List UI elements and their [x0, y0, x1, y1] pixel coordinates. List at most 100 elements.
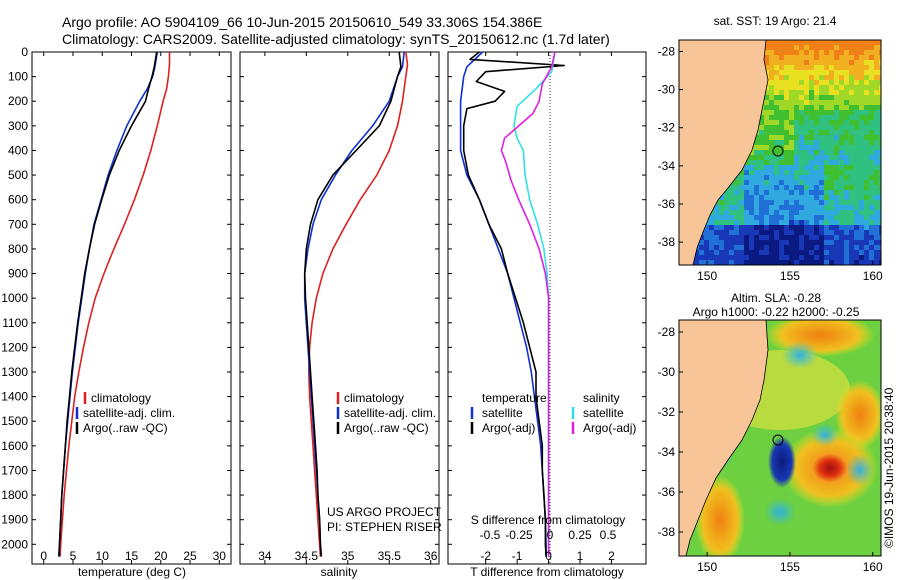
sst-pixel	[759, 125, 764, 130]
sst-pixel	[854, 60, 859, 65]
sst-pixel	[739, 175, 744, 180]
sst-pixel	[734, 225, 739, 230]
sst-pixel	[824, 230, 829, 235]
sst-pixel	[804, 225, 809, 230]
sst-pixel	[754, 220, 759, 225]
sst-pixel	[839, 160, 844, 165]
sst-pixel	[804, 60, 809, 65]
sst-pixel	[814, 130, 819, 135]
sst-pixel	[764, 140, 769, 145]
sst-pixel	[869, 240, 874, 245]
sst-pixel	[844, 240, 849, 245]
sst-pixel	[744, 170, 749, 175]
sst-pixel	[819, 225, 824, 230]
sst-pixel	[804, 150, 809, 155]
sst-pixel	[789, 95, 794, 100]
sst-pixel	[834, 160, 839, 165]
sst-pixel	[809, 215, 814, 220]
sst-pixel	[784, 190, 789, 195]
x-tick-label: 35.5	[378, 549, 402, 563]
sst-pixel	[754, 185, 759, 190]
sst-pixel	[744, 165, 749, 170]
sst-pixel	[879, 80, 881, 85]
sst-pixel	[874, 200, 879, 205]
sst-pixel	[794, 170, 799, 175]
sst-pixel	[724, 210, 729, 215]
sst-pixel	[859, 235, 864, 240]
sst-pixel	[869, 60, 874, 65]
sst-pixel	[719, 235, 724, 240]
sst-pixel	[854, 150, 859, 155]
depth-tick-label: 700	[8, 217, 28, 231]
sst-pixel	[739, 180, 744, 185]
sst-pixel	[789, 240, 794, 245]
sst-pixel	[719, 255, 724, 260]
sst-pixel	[799, 195, 804, 200]
sst-pixel	[784, 50, 789, 55]
sst-pixel	[849, 235, 854, 240]
sst-pixel	[859, 155, 864, 160]
sst-pixel	[809, 180, 814, 185]
sst-pixel	[854, 215, 859, 220]
sst-pixel	[849, 190, 854, 195]
depth-tick-label: 500	[8, 168, 28, 182]
sst-pixel	[849, 120, 854, 125]
argo-float-marker	[772, 145, 784, 157]
sst-pixel	[809, 70, 814, 75]
sst-pixel	[854, 95, 859, 100]
project-annotation: US ARGO PROJECT	[327, 505, 442, 519]
sst-pixel	[784, 65, 789, 70]
sst-pixel	[844, 205, 849, 210]
sst-pixel	[769, 190, 774, 195]
sst-map-axes: 150 155 160 -28 -30 -32 -34 -36 -38	[658, 44, 883, 283]
sst-pixel	[754, 215, 759, 220]
sst-pixel	[754, 195, 759, 200]
x-tick-label: 10	[96, 549, 110, 563]
sst-pixel	[869, 40, 874, 45]
sst-pixel	[799, 215, 804, 220]
sst-pixel	[829, 235, 834, 240]
x-tick-label: 30	[213, 549, 227, 563]
sst-pixel	[804, 180, 809, 185]
sst-pixel	[769, 235, 774, 240]
sst-pixel	[879, 105, 881, 110]
sst-pixel	[754, 205, 759, 210]
sst-pixel	[844, 175, 849, 180]
sst-pixel	[794, 150, 799, 155]
sst-pixel	[869, 205, 874, 210]
sst-pixel	[824, 225, 829, 230]
sst-pixel	[764, 105, 769, 110]
map-y-tick-label: -38	[658, 235, 676, 249]
sst-pixel	[719, 220, 724, 225]
sst-pixel	[749, 180, 754, 185]
sst-pixel	[819, 150, 824, 155]
sst-pixel	[804, 95, 809, 100]
sst-pixel	[724, 225, 729, 230]
sst-pixel	[719, 245, 724, 250]
sst-pixel	[764, 245, 769, 250]
sst-pixel	[874, 260, 879, 265]
sst-pixel	[804, 70, 809, 75]
sst-pixel	[739, 240, 744, 245]
sst-pixel	[874, 85, 879, 90]
sst-pixel	[839, 95, 844, 100]
sst-pixel	[799, 230, 804, 235]
sst-pixel	[879, 250, 881, 255]
sst-map	[679, 40, 881, 265]
sst-pixel	[814, 175, 819, 180]
legend-label-salinity-argo: Argo(-adj)	[583, 421, 636, 435]
sst-pixel	[844, 255, 849, 260]
sst-pixel	[769, 165, 774, 170]
sst-pixel	[839, 145, 844, 150]
sst-pixel	[749, 170, 754, 175]
sst-pixel	[789, 205, 794, 210]
salinity-difference-ticks: -0.5 -0.25 0 0.25 0.5	[480, 528, 617, 542]
sst-pixel	[849, 70, 854, 75]
sst-pixel	[789, 150, 794, 155]
sst-pixel	[784, 180, 789, 185]
sst-pixel	[829, 70, 834, 75]
sst-pixel	[829, 95, 834, 100]
sst-pixel	[859, 170, 864, 175]
sst-pixel	[774, 225, 779, 230]
sst-pixel	[789, 190, 794, 195]
